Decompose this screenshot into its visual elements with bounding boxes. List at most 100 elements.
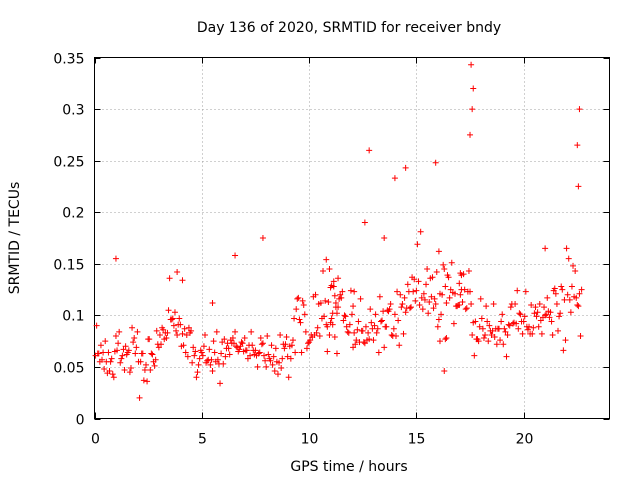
y-tick-label: 0 <box>76 413 85 429</box>
data-point <box>320 268 327 275</box>
data-point <box>381 235 388 241</box>
data-point <box>317 299 324 306</box>
data-point <box>194 369 201 376</box>
data-point <box>254 363 261 370</box>
data-point <box>547 309 554 316</box>
data-point <box>239 340 246 347</box>
data-point <box>507 304 514 311</box>
data-point <box>362 323 369 330</box>
data-point <box>556 313 563 320</box>
data-point <box>504 331 511 338</box>
data-point <box>210 338 217 345</box>
data-point <box>146 336 153 343</box>
data-point <box>345 329 352 336</box>
data-point <box>354 326 361 333</box>
data-point <box>174 269 181 276</box>
data-point <box>232 328 239 335</box>
data-point <box>361 219 368 226</box>
data-point <box>185 324 192 331</box>
data-point <box>267 357 274 364</box>
data-point <box>489 327 496 334</box>
data-point <box>328 315 335 322</box>
data-point <box>400 330 407 337</box>
data-point <box>448 259 455 266</box>
data-point <box>514 287 521 294</box>
data-point <box>391 175 398 182</box>
data-point <box>164 329 171 336</box>
data-point <box>302 328 309 335</box>
data-point <box>426 298 433 305</box>
data-point <box>521 313 528 320</box>
data-point <box>577 332 584 339</box>
data-point <box>394 288 401 295</box>
data-point <box>155 344 162 351</box>
data-point <box>485 338 492 345</box>
data-point <box>560 347 567 354</box>
data-point <box>295 294 302 301</box>
data-point <box>339 288 346 295</box>
data-point <box>417 228 424 235</box>
data-point <box>329 321 336 328</box>
data-point <box>443 335 450 342</box>
data-point <box>371 322 378 329</box>
data-point <box>179 277 186 284</box>
data-point <box>137 358 144 365</box>
data-point <box>402 309 409 316</box>
data-point <box>365 329 372 336</box>
data-point <box>277 331 284 338</box>
data-point <box>561 296 568 303</box>
data-point <box>355 318 362 325</box>
data-point <box>213 328 220 335</box>
data-point <box>232 252 239 259</box>
data-point <box>171 309 178 316</box>
data-point <box>211 349 218 356</box>
x-axis: 0 5 10 15 20 <box>91 57 533 448</box>
data-point <box>271 368 278 375</box>
data-point <box>179 330 186 337</box>
data-point <box>229 335 236 342</box>
data-point <box>497 337 504 344</box>
data-point <box>248 328 255 335</box>
data-point <box>432 159 439 166</box>
data-point <box>282 341 289 348</box>
data-point <box>202 331 209 338</box>
data-point <box>526 323 533 330</box>
data-point <box>469 331 476 338</box>
data-point <box>463 305 470 312</box>
data-point <box>368 319 375 326</box>
data-point <box>114 347 121 354</box>
data-point <box>441 368 448 375</box>
data-point <box>139 350 146 357</box>
data-point <box>170 322 177 329</box>
y-tick-label: 0.3 <box>62 103 84 119</box>
data-point <box>268 342 275 349</box>
data-point <box>258 341 265 348</box>
data-point <box>244 355 251 362</box>
data-point <box>326 331 333 338</box>
data-point <box>259 235 266 241</box>
data-point <box>479 325 486 332</box>
data-point <box>314 324 321 331</box>
data-point <box>413 287 420 294</box>
data-point <box>517 311 524 318</box>
data-point <box>296 316 303 323</box>
data-point <box>410 288 417 295</box>
data-point <box>97 342 104 349</box>
data-point <box>443 299 450 306</box>
data-point <box>327 284 334 291</box>
data-point <box>109 371 116 378</box>
data-point <box>383 323 390 330</box>
data-point <box>222 353 229 360</box>
data-point <box>330 278 337 285</box>
data-point <box>553 301 560 308</box>
data-point <box>446 294 453 301</box>
data-point <box>570 262 577 269</box>
data-point <box>219 339 226 346</box>
data-point <box>326 265 333 272</box>
data-point <box>532 304 539 311</box>
data-point <box>209 368 216 375</box>
data-point <box>166 275 173 282</box>
data-point <box>419 306 426 313</box>
data-point <box>495 325 502 332</box>
data-point <box>284 353 291 360</box>
